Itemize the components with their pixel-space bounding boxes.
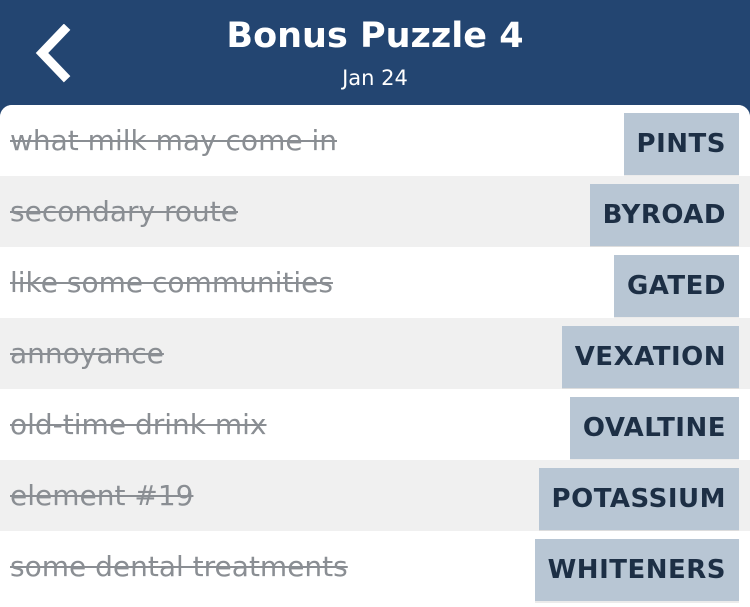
puzzle-date: Jan 24 <box>342 66 408 90</box>
clue-list: what milk may come in PINTS secondary ro… <box>0 105 750 607</box>
answer-tile[interactable]: BYROAD <box>589 184 739 246</box>
clue-text: secondary route <box>10 195 238 228</box>
clue-row[interactable]: like some communities GATED <box>0 247 750 318</box>
app-header: Bonus Puzzle 4 Jan 24 <box>0 0 750 120</box>
clue-text: what milk may come in <box>10 124 337 157</box>
clue-text: some dental treatments <box>10 550 348 583</box>
clue-row[interactable]: element #19 POTASSIUM <box>0 460 750 531</box>
clue-text: old-time drink mix <box>10 408 267 441</box>
back-button[interactable] <box>30 24 80 84</box>
answer-tile[interactable]: OVALTINE <box>569 397 739 459</box>
clue-text: element #19 <box>10 479 194 512</box>
clue-row[interactable]: what milk may come in PINTS <box>0 105 750 176</box>
answer-tile[interactable]: VEXATION <box>561 326 739 388</box>
clue-text: like some communities <box>10 266 333 299</box>
page-title: Bonus Puzzle 4 <box>226 16 524 56</box>
answer-tile[interactable]: WHITENERS <box>534 539 739 601</box>
chevron-left-icon <box>35 24 71 83</box>
answer-tile[interactable]: GATED <box>613 255 739 317</box>
clue-row[interactable]: secondary route BYROAD <box>0 176 750 247</box>
answer-tile[interactable]: POTASSIUM <box>538 468 739 530</box>
answer-tile[interactable]: PINTS <box>623 113 739 175</box>
clue-text: annoyance <box>10 337 164 370</box>
clue-row[interactable]: old-time drink mix OVALTINE <box>0 389 750 460</box>
clue-row[interactable]: some dental treatments WHITENERS <box>0 531 750 602</box>
clue-row[interactable]: annoyance VEXATION <box>0 318 750 389</box>
